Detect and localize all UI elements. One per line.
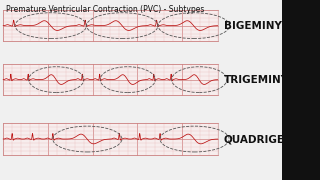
Bar <box>3 10 218 41</box>
Text: TRIGEMINY: TRIGEMINY <box>224 75 289 85</box>
Bar <box>0 0 282 180</box>
Bar <box>3 64 218 95</box>
Text: Premature Ventricular Contraction (PVC) - Subtypes: Premature Ventricular Contraction (PVC) … <box>6 4 205 14</box>
Bar <box>214 0 282 180</box>
Bar <box>282 0 320 180</box>
Text: QUADRIGEMINY: QUADRIGEMINY <box>224 134 316 145</box>
Text: BIGEMINY: BIGEMINY <box>224 21 282 31</box>
Bar <box>3 123 218 155</box>
